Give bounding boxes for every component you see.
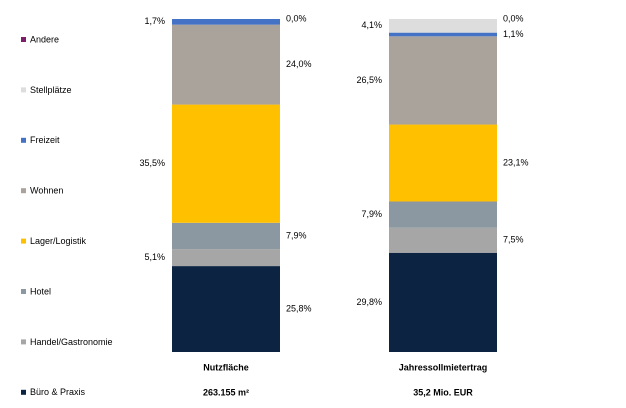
legend-swatch — [21, 37, 26, 42]
data-label: 25,8% — [286, 303, 312, 313]
data-label: 5,1% — [144, 252, 165, 262]
data-label: 7,9% — [361, 209, 382, 219]
bar-segment — [389, 36, 497, 125]
legend-label: Handel/Gastronomie — [30, 337, 113, 347]
data-label: 7,9% — [286, 230, 307, 240]
legend-label: Hotel — [30, 286, 51, 296]
bar-segment — [389, 252, 497, 352]
x-tick-label: Jahressollmietertrag — [399, 362, 488, 372]
bar-segment — [172, 19, 280, 25]
bar-segment — [172, 249, 280, 267]
legend-swatch — [21, 238, 26, 244]
data-label: 35,5% — [139, 158, 165, 168]
legend-swatch — [21, 188, 26, 194]
legend-swatch — [21, 389, 26, 395]
bar-segment — [389, 19, 497, 33]
bar-segment — [172, 104, 280, 223]
data-label: 26,5% — [356, 75, 382, 85]
total-label: 35,2 Mio. EUR — [413, 387, 473, 397]
data-label: 0,0% — [286, 13, 307, 23]
data-label: 23,1% — [503, 157, 529, 167]
data-label: 4,1% — [361, 20, 382, 30]
data-label: 0,0% — [503, 13, 524, 23]
legend-label: Büro & Praxis — [30, 387, 86, 397]
bar-segment — [389, 32, 497, 37]
legend-label: Stellplätze — [30, 85, 72, 95]
bar-segment — [172, 222, 280, 250]
data-label: 1,1% — [503, 29, 524, 39]
legend-label: Andere — [30, 34, 59, 44]
total-label: 263.155 m² — [203, 387, 249, 397]
legend-swatch — [21, 87, 26, 93]
legend-swatch — [21, 339, 26, 345]
x-tick-label: Nutzfläche — [203, 362, 249, 372]
bar-segment — [389, 227, 497, 253]
bar-segment — [389, 124, 497, 202]
bar-segment — [172, 266, 280, 352]
legend-label: Wohnen — [30, 186, 63, 196]
data-label: 1,7% — [144, 16, 165, 26]
data-label: 29,8% — [356, 297, 382, 307]
data-label: 24,0% — [286, 59, 312, 69]
legend-swatch — [21, 289, 26, 294]
legend-label: Lager/Logistik — [30, 236, 87, 246]
bar-segment — [172, 24, 280, 105]
legend-swatch — [21, 137, 26, 143]
legend-label: Freizeit — [30, 135, 60, 145]
bar-segment — [389, 201, 497, 228]
data-label: 7,5% — [503, 235, 524, 245]
